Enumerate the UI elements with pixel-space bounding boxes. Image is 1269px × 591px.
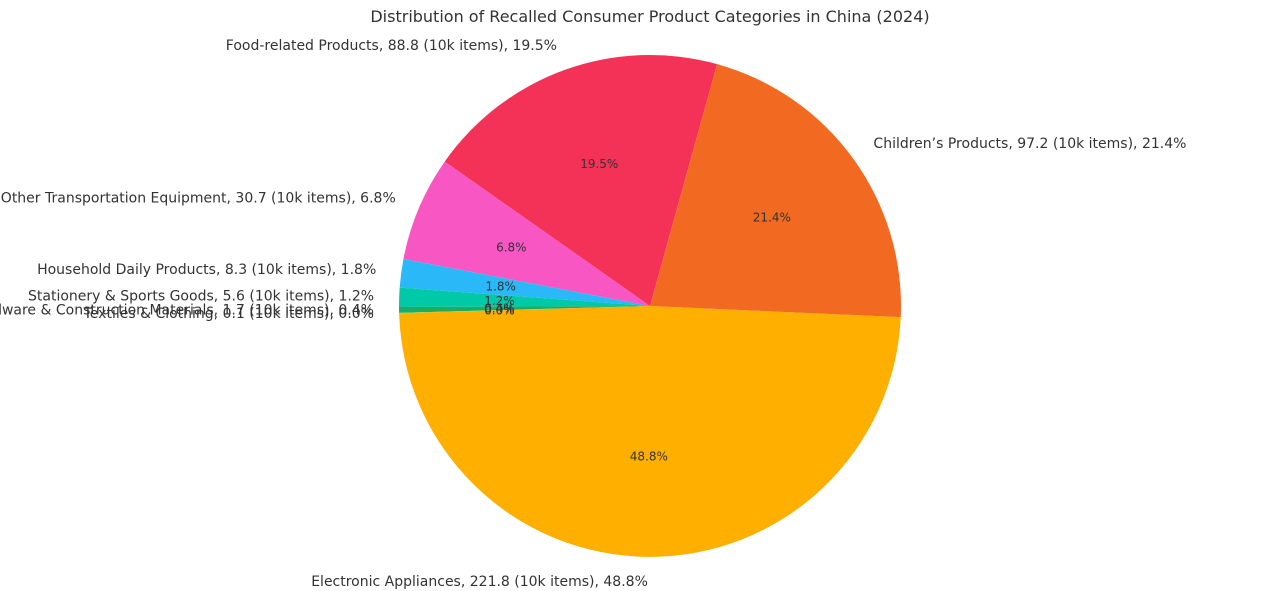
pie-slices — [398, 55, 901, 557]
slice-label-food-related-products: Food-related Products, 88.8 (10k items),… — [226, 38, 557, 54]
slice-percent-electronic-appliances: 48.8% — [630, 450, 668, 464]
slice-food-related-products — [444, 55, 718, 306]
pie-outer-labels: Food-related Products, 88.8 (10k items),… — [0, 38, 1186, 590]
slice-other-transportation-equipment — [403, 161, 650, 306]
slice-percent-stationery-sports-goods: 1.2% — [484, 294, 515, 308]
slice-label-children-s-products: Children’s Products, 97.2 (10k items), 2… — [873, 136, 1186, 152]
slice-children-s-products — [650, 64, 901, 318]
slice-household-daily-products — [399, 259, 650, 306]
slice-stationery-sports-goods — [398, 287, 650, 308]
slice-label-other-transportation-equipment: Other Transportation Equipment, 30.7 (10… — [1, 190, 396, 206]
slice-label-household-daily-products: Household Daily Products, 8.3 (10k items… — [37, 262, 376, 278]
slice-percent-other-transportation-equipment: 6.8% — [496, 240, 527, 254]
slice-label-electronic-appliances: Electronic Appliances, 221.8 (10k items)… — [311, 574, 648, 590]
slice-label-stationery-sports-goods: Stationery & Sports Goods, 5.6 (10k item… — [28, 288, 374, 304]
chart-title: Distribution of Recalled Consumer Produc… — [370, 7, 929, 26]
slice-textiles-clothing — [399, 306, 650, 314]
slice-percent-hardware-construction-materials: 0.4% — [484, 301, 515, 315]
slice-percent-children-s-products: 21.4% — [753, 211, 791, 225]
slice-percent-food-related-products: 19.5% — [580, 157, 618, 171]
slice-hardware-construction-materials — [399, 306, 650, 313]
slice-label-hardware-construction-materials: Hardware & Construction Materials, 1.7 (… — [0, 302, 374, 318]
slice-percent-textiles-clothing: 0.0% — [484, 303, 515, 317]
slice-electronic-appliances — [399, 306, 901, 557]
slice-percent-household-daily-products: 1.8% — [485, 279, 516, 293]
slice-label-textiles-clothing: Textiles & Clothing, 0.1 (10k items), 0.… — [83, 306, 374, 322]
pie-percent-labels: 19.5% 6.8% 1.8%1.2%0.4%0.0% 48.8% 21.4% — [484, 157, 791, 463]
